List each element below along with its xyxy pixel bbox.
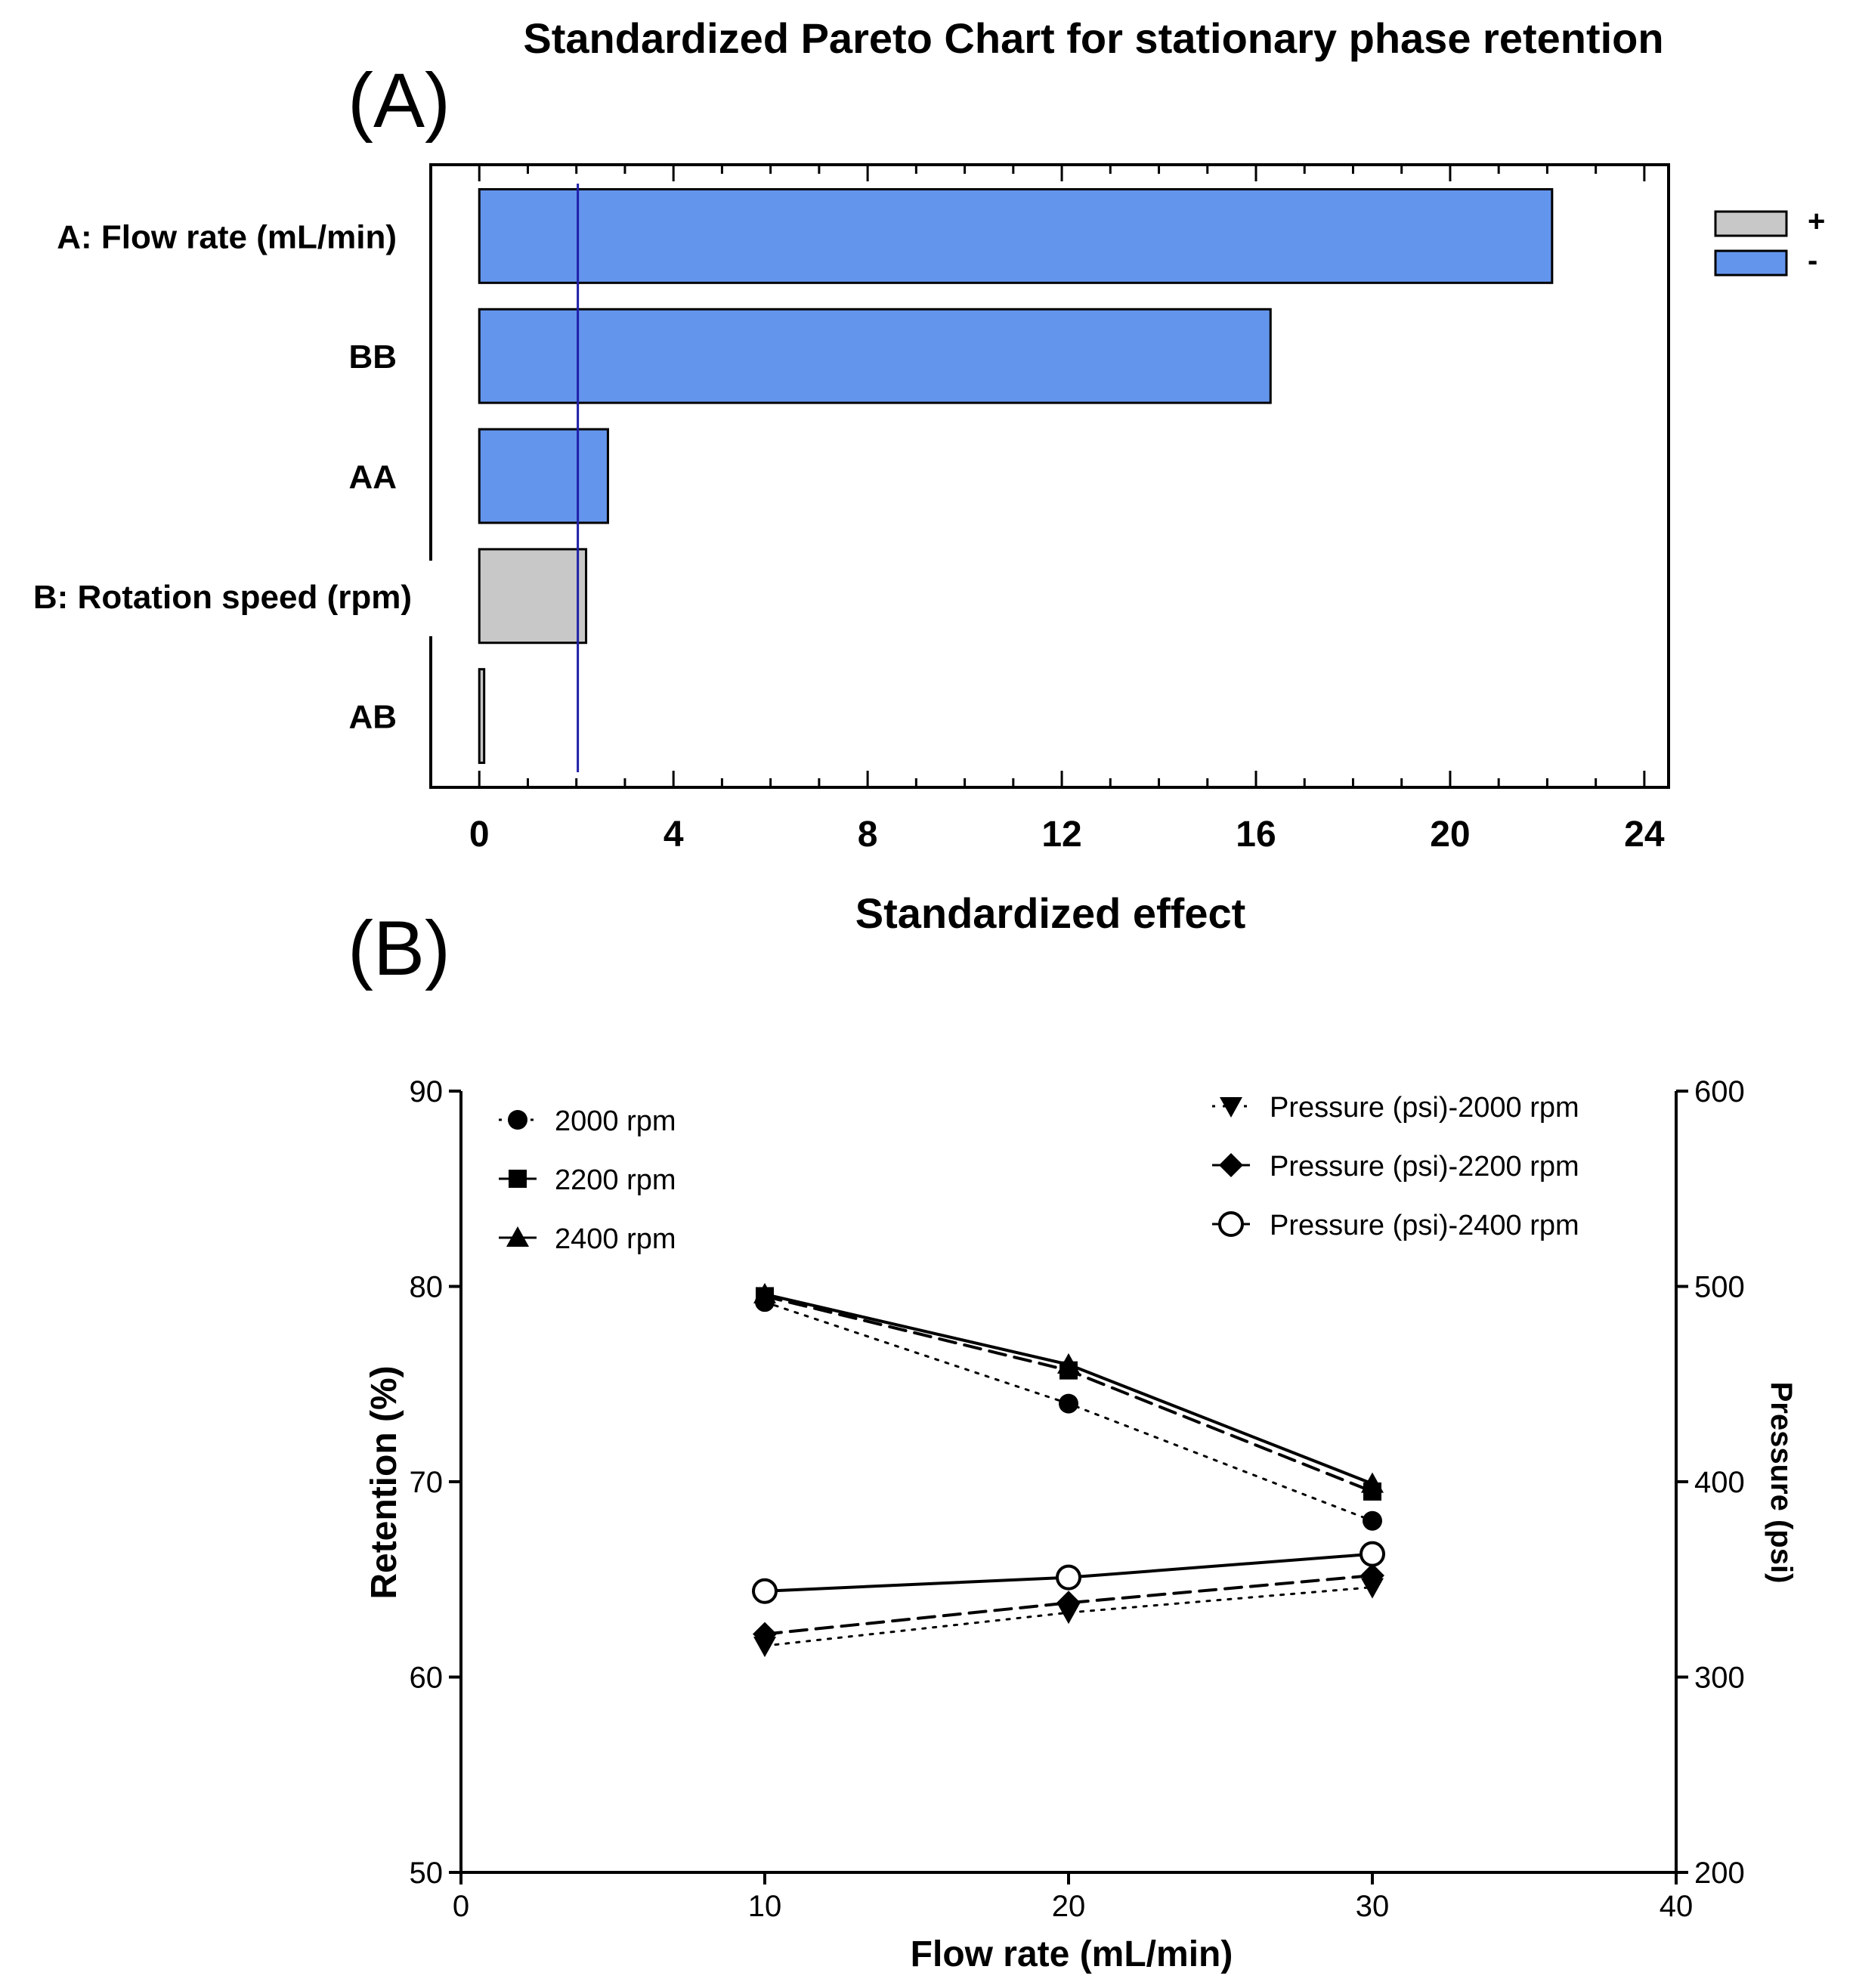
pareto-title: Standardized Pareto Chart for stationary… bbox=[523, 14, 1663, 62]
legend-positive-swatch bbox=[1714, 210, 1788, 237]
pareto-x-tick-label: 24 bbox=[1624, 815, 1665, 855]
line-x-tick-label: 40 bbox=[1660, 1890, 1694, 1923]
series-line-pressure-psi-2200-rpm bbox=[763, 1574, 1374, 1636]
data-point-pressure-psi-2000-rpm bbox=[1361, 1578, 1384, 1599]
pareto-x-tick-label: 16 bbox=[1236, 815, 1276, 855]
line-y-tick-label: 90 bbox=[410, 1075, 444, 1108]
line-series bbox=[752, 1282, 1385, 1658]
legend-label-2400-rpm: 2400 rpm bbox=[555, 1223, 676, 1255]
line-x-tick-label: 30 bbox=[1356, 1890, 1390, 1923]
line-y2-tick-label: 400 bbox=[1694, 1466, 1745, 1499]
legend-label-2000-rpm: 2000 rpm bbox=[555, 1105, 676, 1137]
pareto-label-aa: AA bbox=[348, 459, 397, 496]
pareto-bar-aa bbox=[478, 428, 609, 524]
legend-negative-label: - bbox=[1808, 244, 1817, 277]
panel-label-a: (A) bbox=[348, 57, 450, 144]
pareto-x-ticks bbox=[478, 165, 1646, 787]
pareto-x-tick-labels: 0 4 8 12 16 20 24 bbox=[469, 815, 1665, 855]
pareto-label-a-flow-rate-ml-min: A: Flow rate (mL/min) bbox=[57, 218, 397, 255]
line-x-tick-label: 10 bbox=[748, 1890, 782, 1923]
data-point-pressure-psi-2400-rpm bbox=[752, 1578, 778, 1604]
line-y2-axis-title: Pressure (psi) bbox=[1765, 1382, 1798, 1584]
line-x-axis-title: Flow rate (mL/min) bbox=[911, 1934, 1233, 1974]
pareto-bar-b-rotation-speed-rpm bbox=[478, 548, 588, 645]
legend-marker-pressure-psi-2000-rpm bbox=[1220, 1097, 1242, 1118]
line-y-tick-label: 60 bbox=[410, 1662, 444, 1695]
legend-positive-label: + bbox=[1808, 205, 1825, 238]
pareto-x-tick-label: 20 bbox=[1430, 815, 1470, 855]
legend-marker-pressure-psi-2400-rpm bbox=[1218, 1211, 1244, 1237]
legend-negative-swatch bbox=[1714, 249, 1788, 277]
legend-marker-pressure-psi-2200-rpm bbox=[1219, 1153, 1243, 1177]
pareto-label-b-rotation-speed-rpm: B: Rotation speed (rpm) bbox=[33, 579, 412, 616]
legend-marker-2000-rpm bbox=[508, 1110, 527, 1130]
line-x-tick-label: 20 bbox=[1052, 1890, 1086, 1923]
line-y2-tick-label: 500 bbox=[1694, 1271, 1745, 1304]
line-y2-tick-label: 200 bbox=[1694, 1857, 1745, 1890]
panel-label-b: (B) bbox=[348, 905, 450, 991]
pareto-bar-ab bbox=[478, 668, 486, 765]
line-y-axis-title: Retention (%) bbox=[364, 1365, 404, 1599]
pareto-x-axis-title: Standardized effect bbox=[855, 889, 1246, 937]
pareto-label-ab: AB bbox=[348, 699, 397, 736]
line-axes: 0 10 20 30 40 50 60 70 80 90 200 300 400 500 600 bbox=[410, 1075, 1745, 1923]
data-point-pressure-psi-2000-rpm bbox=[753, 1637, 776, 1658]
pareto-x-tick-label: 4 bbox=[664, 815, 684, 855]
line-y2-tick-label: 300 bbox=[1694, 1662, 1745, 1695]
pareto-bar-bb bbox=[478, 308, 1272, 404]
data-point-2400-rpm bbox=[753, 1282, 776, 1303]
pareto-plot-frame bbox=[429, 163, 1670, 789]
pareto-category-labels: A: Flow rate (mL/min) BB AA B: Rotation spe… bbox=[33, 218, 438, 736]
line-legend: 2000 rpm 2200 rpm 2400 rpm Pressure (psi)-2… bbox=[499, 1092, 1579, 1255]
data-point-2400-rpm bbox=[1057, 1353, 1080, 1374]
legend-label-pressure-psi-2200-rpm: Pressure (psi)-2200 rpm bbox=[1270, 1151, 1579, 1183]
data-point-pressure-psi-2200-rpm bbox=[1056, 1591, 1081, 1615]
data-point-2000-rpm bbox=[1363, 1510, 1382, 1531]
line-y-tick-label: 80 bbox=[410, 1271, 444, 1304]
pareto-label-bb: BB bbox=[348, 339, 397, 376]
pareto-x-tick-label: 8 bbox=[858, 815, 878, 855]
data-point-pressure-psi-2400-rpm bbox=[1360, 1541, 1385, 1567]
data-point-pressure-psi-2200-rpm bbox=[753, 1622, 777, 1646]
legend-label-2200-rpm: 2200 rpm bbox=[555, 1164, 676, 1196]
data-point-2400-rpm bbox=[1361, 1472, 1384, 1493]
legend-label-pressure-psi-2000-rpm: Pressure (psi)-2000 rpm bbox=[1270, 1092, 1579, 1124]
pareto-legend: + - bbox=[1714, 205, 1825, 277]
data-point-2000-rpm bbox=[1059, 1393, 1078, 1414]
series-line-pressure-psi-2000-rpm bbox=[763, 1586, 1374, 1647]
legend-label-pressure-psi-2400-rpm: Pressure (psi)-2400 rpm bbox=[1270, 1210, 1579, 1241]
line-x-tick-label: 0 bbox=[453, 1890, 469, 1923]
line-y-tick-label: 70 bbox=[410, 1466, 444, 1499]
legend-marker-2200-rpm bbox=[509, 1170, 527, 1188]
line-y-tick-label: 50 bbox=[410, 1857, 444, 1890]
data-point-pressure-psi-2400-rpm bbox=[1056, 1564, 1081, 1591]
pareto-bars bbox=[478, 187, 1554, 765]
data-point-pressure-psi-2200-rpm bbox=[1360, 1563, 1384, 1588]
legend-marker-2400-rpm bbox=[506, 1226, 529, 1247]
pareto-bar-a-flow-rate-ml-min bbox=[478, 187, 1554, 284]
pareto-x-tick-label: 0 bbox=[469, 815, 490, 855]
line-y2-tick-label: 600 bbox=[1694, 1075, 1745, 1108]
pareto-frame-gap bbox=[423, 561, 438, 636]
pareto-x-tick-label: 12 bbox=[1041, 815, 1081, 855]
